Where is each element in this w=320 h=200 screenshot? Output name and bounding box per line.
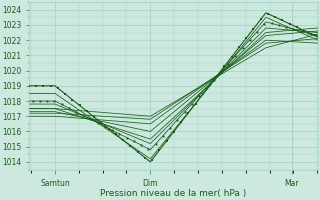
X-axis label: Pression niveau de la mer( hPa ): Pression niveau de la mer( hPa ) [100, 189, 247, 198]
